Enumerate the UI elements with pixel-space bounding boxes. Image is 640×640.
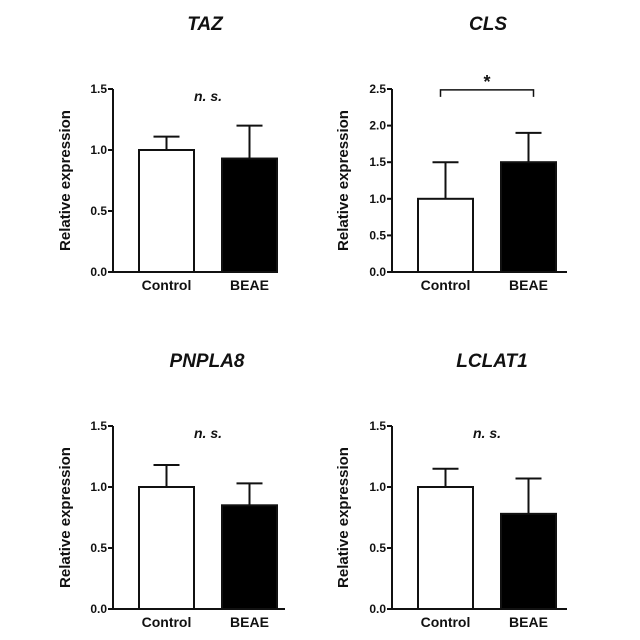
bar-control <box>418 487 473 609</box>
chart-title: PNPLA8 <box>170 351 245 372</box>
y-axis-label: Relative expression <box>335 110 352 251</box>
chart-title: CLS <box>469 14 507 35</box>
y-tick-label: 0.0 <box>90 602 107 616</box>
y-tick-label: 2.5 <box>369 82 386 96</box>
bar-beae <box>501 162 556 272</box>
bar-beae <box>501 514 556 609</box>
y-tick-label: 1.0 <box>90 480 107 494</box>
y-axis-label: Relative expression <box>335 447 352 588</box>
bar-control <box>139 487 194 609</box>
significance-star: * <box>483 72 490 92</box>
significance-annotation: n. s. <box>194 425 222 441</box>
y-tick-label: 0.0 <box>369 602 386 616</box>
y-tick-label: 0.5 <box>369 228 386 242</box>
bar-beae <box>222 159 277 272</box>
chart-panel: TAZ Relative expression 0.0 0.5 1.0 1.5 Contro… <box>57 14 277 293</box>
bar-beae <box>222 505 277 609</box>
y-tick-label: 0.0 <box>90 265 107 279</box>
y-tick-label: 1.5 <box>369 419 386 433</box>
x-category-label: Control <box>142 614 192 630</box>
y-tick-label: 0.0 <box>369 265 386 279</box>
chart-title: TAZ <box>187 14 224 35</box>
chart-panel: CLS Relative expression 0.0 0.5 1.0 1.5 2.0 2.5… <box>335 14 567 293</box>
bar-control <box>418 199 473 272</box>
bar-control <box>139 150 194 272</box>
x-category-label: Control <box>142 277 192 293</box>
x-category-label: BEAE <box>230 277 269 293</box>
y-tick-label: 2.0 <box>369 119 386 133</box>
chart-panel: PNPLA8 Relative expression 0.0 0.5 1.0 1.5 Con… <box>57 351 285 630</box>
x-category-label: Control <box>421 614 471 630</box>
significance-annotation: n. s. <box>473 425 501 441</box>
y-axis-label: Relative expression <box>57 110 74 251</box>
y-tick-label: 1.5 <box>90 82 107 96</box>
x-category-label: BEAE <box>509 614 548 630</box>
y-axis-label: Relative expression <box>57 447 74 588</box>
significance-annotation: n. s. <box>194 88 222 104</box>
x-category-label: BEAE <box>509 277 548 293</box>
y-tick-label: 0.5 <box>90 541 107 555</box>
y-tick-label: 1.5 <box>90 419 107 433</box>
y-tick-label: 1.0 <box>369 192 386 206</box>
y-tick-label: 0.5 <box>369 541 386 555</box>
y-tick-label: 0.5 <box>90 204 107 218</box>
x-category-label: BEAE <box>230 614 269 630</box>
y-tick-label: 1.0 <box>369 480 386 494</box>
x-category-label: Control <box>421 277 471 293</box>
y-tick-label: 1.5 <box>369 155 386 169</box>
chart-title: LCLAT1 <box>456 351 527 372</box>
chart-panel: LCLAT1 Relative expression 0.0 0.5 1.0 1.5 Con… <box>335 351 567 630</box>
y-tick-label: 1.0 <box>90 143 107 157</box>
